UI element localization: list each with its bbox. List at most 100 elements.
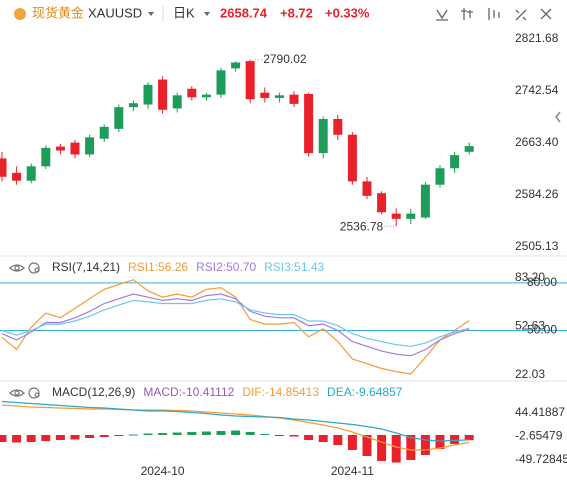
legend-entry: MACD(12,26,9) [52,385,135,399]
rsi-line [1,298,470,347]
y-tick-label: 52.63 [515,318,545,332]
candle-body [304,94,314,154]
macd-bar [289,435,299,437]
candle-body [187,88,197,98]
legend-entry: RSI3:51.43 [264,260,324,274]
macd-bar [231,430,241,435]
macd-bar [304,435,314,440]
price: 2658.74 [220,5,268,20]
candle-body [464,146,474,152]
macd-bar [12,435,22,443]
collapse-arrow[interactable] [555,111,561,123]
candle-body [391,213,401,219]
macd-bar [333,435,343,445]
candle-body [158,79,168,110]
y-tick-label: 2505.13 [515,239,559,253]
tool-icon[interactable] [461,8,473,20]
legend-entry: RSI2:50.70 [196,260,256,274]
macd-bar [99,435,109,437]
candle-body [406,213,416,219]
candle-body [114,107,124,129]
candle-body [347,134,357,182]
interval[interactable]: 日K [173,5,195,20]
macd-bar [406,435,416,460]
y-tick-label: -49.72845 [515,452,567,466]
macd-bar [318,435,328,442]
x-tick-label: 2024-11 [331,464,374,478]
macd-bar [391,435,401,463]
macd-line [1,400,470,442]
candle-body [26,166,36,181]
macd-bar [85,435,95,438]
macd-bar [114,435,124,436]
macd-bar [158,433,168,435]
y-tick-label: 2663.40 [515,135,559,149]
tool-icon[interactable] [515,9,527,21]
rsi-line [1,293,470,357]
candle-body [0,158,7,177]
candle-body [333,118,343,135]
candle-body [450,155,460,169]
legend-entry: DIF:-14.85413 [242,385,319,399]
macd-bar [435,435,445,449]
candle-body [216,70,226,95]
annotation: 2790.02 [263,52,307,66]
candle-body [85,137,95,155]
tool-icon[interactable] [540,8,552,20]
dropdown-arrow[interactable] [204,12,210,16]
macd-bar [377,435,387,461]
macd-bar [245,432,255,435]
macd-line [1,404,470,451]
eye-icon[interactable] [9,389,25,397]
tool-icon[interactable] [436,9,448,21]
macd-bar [172,432,182,435]
change: +8.72 [280,5,313,20]
rsi-line [1,279,470,375]
eye-icon[interactable] [9,264,25,272]
macd-bar [143,433,153,435]
macd-bar [464,435,474,441]
annotation: 2536.78 [340,219,384,233]
macd-bar [274,435,284,436]
legend-entry: MACD:-10.41112 [143,385,234,399]
candle-body [377,193,387,213]
dropdown-arrow[interactable] [148,12,154,16]
settings-icon[interactable] [28,387,40,399]
candle-body [172,95,182,109]
settings-icon[interactable] [28,262,40,274]
candle-body [420,184,430,218]
candle-body [70,142,80,155]
candle-body [128,103,138,108]
candle-body [12,172,22,181]
macd-bar [216,431,226,435]
macd-bar [347,435,357,450]
level-label: 50.00 [527,323,557,337]
symbol-icon [14,8,26,20]
macd-bar [55,435,65,440]
macd-bar [128,434,138,436]
macd-bar [187,432,197,435]
candle-body [231,62,241,69]
candle-body [435,168,445,185]
macd-bar [260,434,270,435]
tool-icon[interactable] [488,8,500,20]
y-tick-label: -2.65479 [515,428,563,442]
change-pct: +0.33% [325,5,370,20]
candle-body [99,126,109,139]
y-tick-label: 2742.54 [515,83,559,97]
symbol-name[interactable]: 现货黄金 [32,5,84,20]
symbol-code[interactable]: XAUUSD [88,5,142,20]
macd-bar [26,435,36,442]
legend-entry: RSI1:56.26 [128,260,188,274]
x-tick-label: 2024-10 [141,464,185,478]
y-tick-label: 44.41887 [515,405,565,419]
candle-body [55,146,65,151]
candle-body [274,95,284,98]
candle-body [41,147,51,167]
candle-body [289,94,299,104]
y-tick-label: 2584.26 [515,187,559,201]
macd-bar [41,435,51,441]
level-label: 80.00 [527,275,557,289]
